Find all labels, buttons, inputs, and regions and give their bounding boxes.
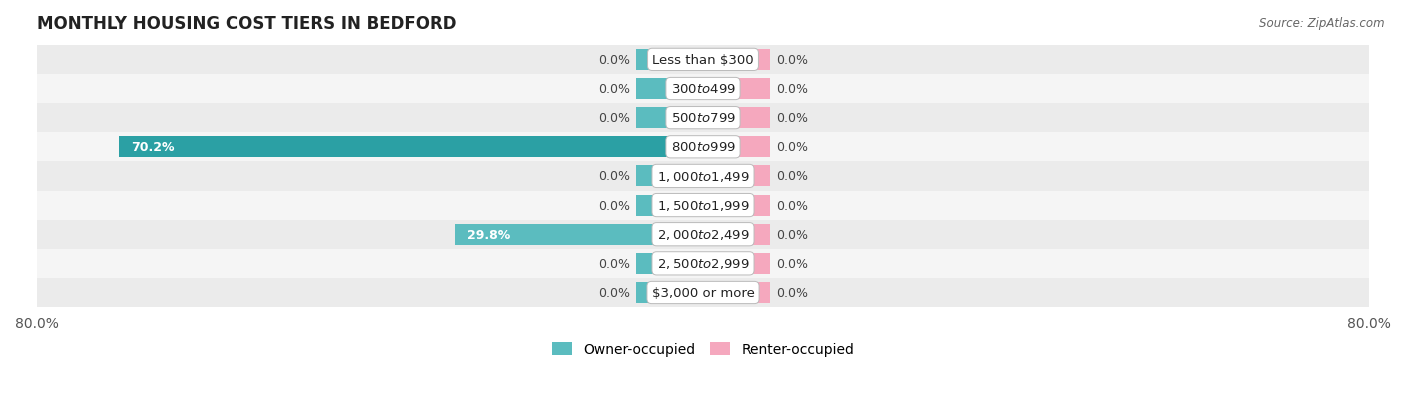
Bar (37, 104, 1369, 133)
Bar (37, 220, 1369, 249)
Text: 0.0%: 0.0% (776, 286, 808, 299)
Bar (37, 191, 1369, 220)
Text: $500 to $799: $500 to $799 (671, 112, 735, 125)
Text: 0.0%: 0.0% (598, 170, 630, 183)
Bar (703, 108, 769, 129)
Text: 0.0%: 0.0% (598, 54, 630, 67)
Bar (703, 79, 769, 100)
Text: Source: ZipAtlas.com: Source: ZipAtlas.com (1260, 17, 1385, 29)
Text: $1,000 to $1,499: $1,000 to $1,499 (657, 169, 749, 183)
Bar (703, 50, 769, 71)
Bar (637, 195, 703, 216)
Text: 0.0%: 0.0% (598, 112, 630, 125)
Bar (703, 253, 769, 274)
Bar (637, 282, 703, 303)
Text: 0.0%: 0.0% (598, 257, 630, 270)
Bar (703, 282, 769, 303)
Bar (37, 278, 1369, 307)
Text: 0.0%: 0.0% (776, 228, 808, 241)
Bar (703, 166, 769, 187)
Text: $3,000 or more: $3,000 or more (651, 286, 755, 299)
Text: 0.0%: 0.0% (598, 286, 630, 299)
Text: Less than $300: Less than $300 (652, 54, 754, 67)
Text: 0.0%: 0.0% (598, 199, 630, 212)
Bar (703, 224, 769, 245)
Text: $2,500 to $2,999: $2,500 to $2,999 (657, 257, 749, 271)
Bar (118, 137, 703, 158)
Bar (456, 224, 703, 245)
Legend: Owner-occupied, Renter-occupied: Owner-occupied, Renter-occupied (546, 337, 860, 362)
Bar (37, 46, 1369, 75)
Bar (37, 133, 1369, 162)
Text: 0.0%: 0.0% (776, 83, 808, 96)
Text: 0.0%: 0.0% (776, 112, 808, 125)
Text: 0.0%: 0.0% (598, 83, 630, 96)
Text: 0.0%: 0.0% (776, 199, 808, 212)
Bar (637, 108, 703, 129)
Text: 0.0%: 0.0% (776, 170, 808, 183)
Bar (637, 166, 703, 187)
Bar (37, 162, 1369, 191)
Bar (37, 249, 1369, 278)
Text: 0.0%: 0.0% (776, 257, 808, 270)
Text: $1,500 to $1,999: $1,500 to $1,999 (657, 199, 749, 213)
Text: $300 to $499: $300 to $499 (671, 83, 735, 96)
Text: 0.0%: 0.0% (776, 141, 808, 154)
Text: MONTHLY HOUSING COST TIERS IN BEDFORD: MONTHLY HOUSING COST TIERS IN BEDFORD (37, 15, 457, 33)
Text: 0.0%: 0.0% (776, 54, 808, 67)
Bar (637, 253, 703, 274)
Bar (703, 137, 769, 158)
Bar (637, 79, 703, 100)
Text: 70.2%: 70.2% (131, 141, 174, 154)
Text: $2,000 to $2,499: $2,000 to $2,499 (657, 228, 749, 242)
Bar (703, 195, 769, 216)
Bar (37, 75, 1369, 104)
Text: 29.8%: 29.8% (467, 228, 510, 241)
Bar (637, 50, 703, 71)
Text: $800 to $999: $800 to $999 (671, 141, 735, 154)
